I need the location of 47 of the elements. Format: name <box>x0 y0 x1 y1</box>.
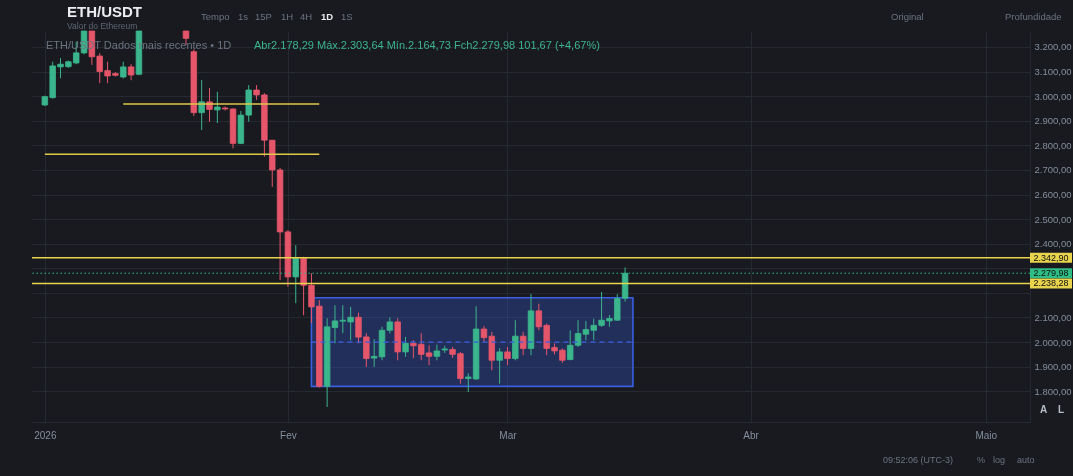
candlestick <box>292 244 299 304</box>
text: L <box>1058 404 1065 415</box>
y-tick-label: 2.400,00 <box>1034 238 1072 250</box>
y-tick-label: 2.700,00 <box>1034 164 1072 176</box>
candlestick <box>504 346 511 366</box>
x-tick-label: Fev <box>280 429 297 441</box>
text: 1s <box>238 11 249 22</box>
y-tick-label: 2.500,00 <box>1034 213 1072 225</box>
y-tick-label: 1.900,00 <box>1034 361 1072 373</box>
y-tick-label: 2.600,00 <box>1034 189 1072 201</box>
y-tick-label: 2.000,00 <box>1034 336 1072 348</box>
text: log <box>993 455 1006 465</box>
text: 1H <box>281 11 294 22</box>
text: 4H <box>300 11 313 22</box>
candlestick <box>519 331 527 356</box>
y-tick-label: 2.800,00 <box>1034 139 1072 151</box>
y-tick-label: 1.800,00 <box>1034 385 1072 397</box>
text: 1D <box>321 11 334 22</box>
chart-title: ETH/USDT <box>67 3 142 20</box>
x-tick-label: Mar <box>499 429 518 441</box>
text: % <box>977 455 986 465</box>
ref-line-label: 2.238,28 <box>1033 278 1069 289</box>
y-tick-label: 2.900,00 <box>1034 115 1072 127</box>
ref-line-label: 2.279,98 <box>1033 268 1069 279</box>
y-tick-label: 2.100,00 <box>1034 311 1072 323</box>
x-tick-label: Maio <box>975 429 998 441</box>
candlestick <box>402 336 409 358</box>
candlestick <box>198 79 205 131</box>
ref-line-label: 2.342,90 <box>1033 252 1069 263</box>
y-tick-label: 3.200,00 <box>1034 41 1072 53</box>
text: A <box>1040 404 1048 415</box>
text: Original <box>891 11 924 22</box>
text: 1S <box>341 11 353 22</box>
text: 15P <box>255 11 272 22</box>
chart-subtitle: Valor do Ethereum <box>67 21 138 31</box>
candlestick <box>496 347 503 385</box>
annotation: Abr2.178,29 Máx.2.303,64 Mín.2.164,73 Fch2.279,98 101,67 (+4,67%) <box>254 39 600 51</box>
y-tick-label: 3.000,00 <box>1034 90 1072 102</box>
candlestick <box>512 319 519 361</box>
x-tick-label: 2026 <box>34 429 57 441</box>
candlestick <box>214 91 221 124</box>
y-tick-label: 3.100,00 <box>1034 66 1072 78</box>
text: auto <box>1017 455 1035 465</box>
text: Profundidade <box>1005 11 1062 22</box>
x-tick-label: Abr <box>743 429 760 441</box>
text: 09:52:06 (UTC-3) <box>883 455 954 465</box>
text: Tempo <box>201 11 230 22</box>
